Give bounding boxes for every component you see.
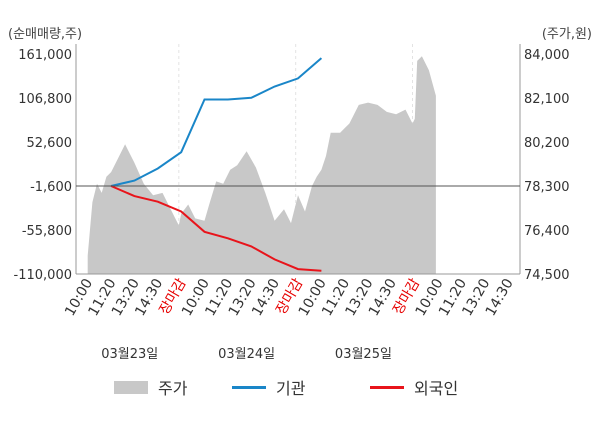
line-layer xyxy=(110,57,323,272)
legend-swatch-institution xyxy=(232,385,266,389)
date-layer: 03월23일 03월24일 03월25일 xyxy=(101,347,392,362)
left-tick-label: 52,600 xyxy=(27,136,73,151)
left-tick-label: 161,000 xyxy=(18,48,72,63)
legend-swatch-foreign xyxy=(370,385,404,389)
legend-label-price: 주가 xyxy=(158,379,188,398)
right-tick-label: 84,000 xyxy=(524,48,570,63)
right-tick-label: 80,200 xyxy=(524,136,570,151)
legend-item-price: 주가 xyxy=(114,372,187,402)
legend-swatch-price xyxy=(114,380,148,394)
line-foreign xyxy=(110,185,322,272)
legend-label-institution: 기관 xyxy=(276,379,306,398)
legend-item-institution: 기관 xyxy=(232,372,305,402)
left-tick-label: 106,800 xyxy=(18,92,72,107)
x-tick-layer: 10:0011:2013:2014:30장마감10:0011:2013:2014… xyxy=(62,276,517,319)
axis-layer xyxy=(75,44,521,275)
legend-label-foreign: 외국인 xyxy=(414,379,459,398)
left-tick-label: -110,000 xyxy=(14,268,72,283)
left-tick-label: -1,600 xyxy=(30,180,72,195)
right-tick-label: 78,300 xyxy=(524,180,570,195)
line-institution xyxy=(110,57,323,187)
legend-item-foreign: 외국인 xyxy=(370,372,458,402)
legend: 주가 기관 외국인 xyxy=(0,372,600,402)
right-tick-label: 82,100 xyxy=(524,92,570,107)
price-area-layer xyxy=(87,56,436,274)
right-tick-layer: 84,000 82,100 80,200 78,300 76,400 74,500 xyxy=(524,48,570,283)
chart: (순매매량,주) (주가,원) 161,000 106,800 52,600 -1,6… xyxy=(8,27,592,362)
price-area xyxy=(87,56,436,274)
left-tick-label: -55,800 xyxy=(22,224,72,239)
left-axis-unit: (순매매량,주) xyxy=(8,27,82,42)
date-label: 03월25일 xyxy=(335,347,392,362)
date-label: 03월24일 xyxy=(218,347,275,362)
left-tick-layer: 161,000 106,800 52,600 -1,600 -55,800 -110,00… xyxy=(14,48,72,283)
right-tick-label: 76,400 xyxy=(524,224,570,239)
right-axis-unit: (주가,원) xyxy=(542,27,592,42)
right-tick-label: 74,500 xyxy=(524,268,570,283)
date-label: 03월23일 xyxy=(101,347,158,362)
